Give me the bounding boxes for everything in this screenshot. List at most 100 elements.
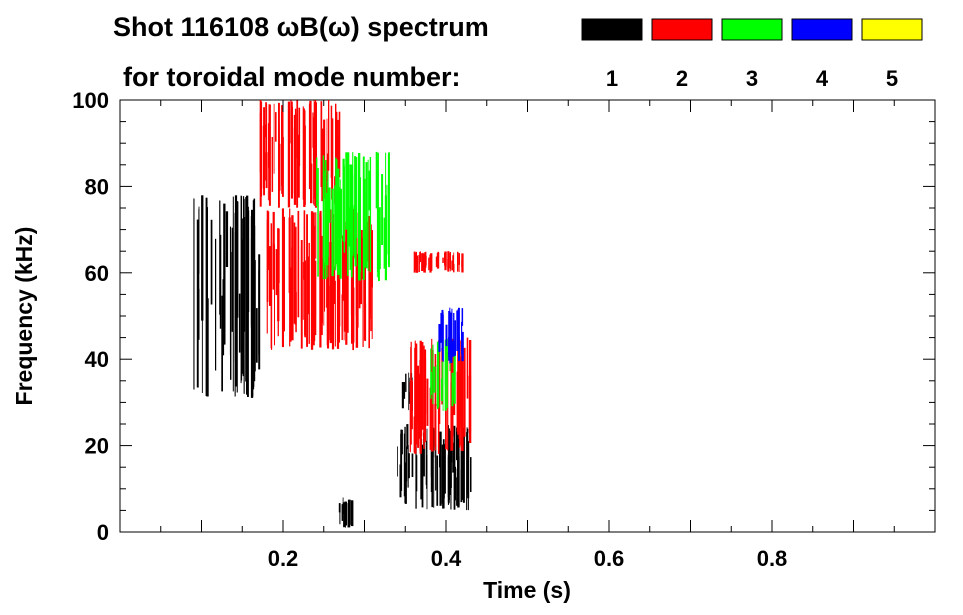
mode-3-streak: [355, 157, 358, 238]
mode-4-streak: [450, 312, 453, 363]
chart-title-line1: Shot 116108 ωB(ω) spectrum: [113, 12, 489, 42]
mode-1-streak: [450, 431, 452, 488]
mode-2-streak: [334, 266, 336, 304]
mode-3-streak: [349, 212, 352, 270]
legend-label-mode-2: 2: [676, 66, 688, 91]
mode-1-streak: [345, 501, 347, 526]
mode-2-streak: [343, 241, 346, 332]
mode-1-streak: [420, 438, 423, 500]
mode-1-streak: [221, 295, 223, 392]
mode-1-streak: [193, 198, 195, 390]
mode-3-streak: [354, 215, 357, 267]
mode-2-streak: [352, 208, 354, 351]
mode-1-streak: [235, 260, 238, 332]
mode-2-streak: [321, 258, 323, 324]
mode-2-streak: [448, 252, 450, 269]
mode-4-streak: [461, 331, 464, 362]
mode-1-streak: [397, 446, 398, 477]
mode-3-streak: [378, 207, 381, 270]
mode-3-region: [316, 151, 390, 282]
mode-1-streak: [407, 445, 409, 488]
legend-swatch-mode-4: [791, 18, 853, 41]
mode-2-streak: [458, 374, 461, 415]
mode-4-region: [438, 307, 464, 364]
mode-3-streak: [381, 174, 384, 245]
mode-2-streak: [424, 349, 427, 443]
legend-label-mode-4: 4: [816, 66, 829, 91]
mode-1-region: [338, 497, 354, 528]
mode-2-streak: [303, 210, 306, 280]
mode-1-streak: [243, 199, 245, 394]
mode-2-streak: [297, 210, 300, 318]
mode-2-streak: [359, 253, 362, 305]
mode-2-streak: [371, 276, 373, 339]
mode-2-streak: [415, 343, 418, 445]
mode-2-streak: [272, 211, 275, 290]
x-tick-label: 0.4: [431, 546, 462, 571]
mode-3-streak: [433, 366, 436, 393]
mode-2-streak: [453, 252, 455, 266]
mode-2-streak: [310, 163, 313, 204]
mode-1-streak: [223, 203, 226, 345]
mode-3-streak: [317, 168, 319, 277]
mode-3-streak: [432, 368, 434, 405]
mode-2-streak: [444, 251, 447, 267]
mode-2-streak: [289, 267, 292, 342]
axes: 0.2 0.4 0.6 0.8 0 20 40 60 80 100: [72, 88, 935, 571]
y-tick-label: 20: [85, 434, 109, 459]
chart-title-line2: for toroidal mode number:: [123, 62, 461, 92]
y-tick-label: 100: [72, 88, 109, 113]
mode-4-streak: [461, 308, 464, 326]
mode-3-streak: [335, 159, 338, 264]
x-tick-label: 0.8: [757, 546, 788, 571]
mode-1-streak: [231, 227, 233, 332]
mode-2-streak: [425, 251, 427, 268]
mode-3-streak: [432, 344, 434, 372]
mode-1-streak: [252, 266, 255, 387]
mode-2-streak: [447, 259, 450, 270]
mode-1-streak: [225, 211, 229, 267]
mode-3-streak: [323, 171, 325, 235]
mode-2-streak: [268, 104, 271, 206]
mode-1-streak: [246, 195, 249, 395]
mode-1-streak: [435, 444, 437, 491]
mode-1-streak: [338, 503, 341, 513]
mode-2-streak: [362, 238, 364, 347]
mode-2-region: [413, 251, 464, 273]
x-axis-label: Time (s): [483, 577, 571, 603]
mode-1-streak: [196, 219, 199, 388]
mode-2-streak: [302, 262, 304, 320]
mode-2-streak: [312, 212, 315, 346]
mode-2-streak: [424, 252, 426, 258]
mode-2-streak: [453, 263, 455, 273]
mode-2-streak: [352, 287, 355, 343]
legend: 1 2 3 4 5: [581, 18, 923, 91]
mode-1-streak: [255, 308, 258, 363]
mode-2-streak: [265, 152, 268, 189]
mode-2-region: [259, 100, 341, 208]
mode-1-streak: [215, 238, 217, 371]
mode-2-streak: [334, 280, 336, 347]
mode-1-streak: [468, 469, 469, 511]
mode-2-streak: [419, 251, 421, 263]
mode-2-streak: [415, 255, 417, 270]
mode-2-streak: [336, 119, 339, 201]
mode-2-streak: [423, 345, 425, 449]
mode-3-streak: [345, 152, 348, 230]
mode-2-streak: [461, 253, 464, 273]
mode-4-streak: [453, 313, 455, 356]
y-tick-label: 80: [85, 174, 109, 199]
mode-1-streak: [439, 431, 442, 506]
mode-2-streak: [449, 252, 451, 269]
mode-3-streak: [453, 348, 456, 404]
mode-1-streak: [403, 382, 406, 399]
mode-2-streak: [426, 378, 429, 426]
mode-2-streak: [452, 255, 454, 266]
mode-2-streak: [457, 251, 459, 272]
mode-2-streak: [275, 112, 277, 142]
mode-2-streak: [409, 381, 411, 453]
mode-1-streak: [433, 429, 435, 508]
mode-3-streak: [347, 211, 349, 264]
legend-swatch-mode-1: [581, 18, 643, 41]
